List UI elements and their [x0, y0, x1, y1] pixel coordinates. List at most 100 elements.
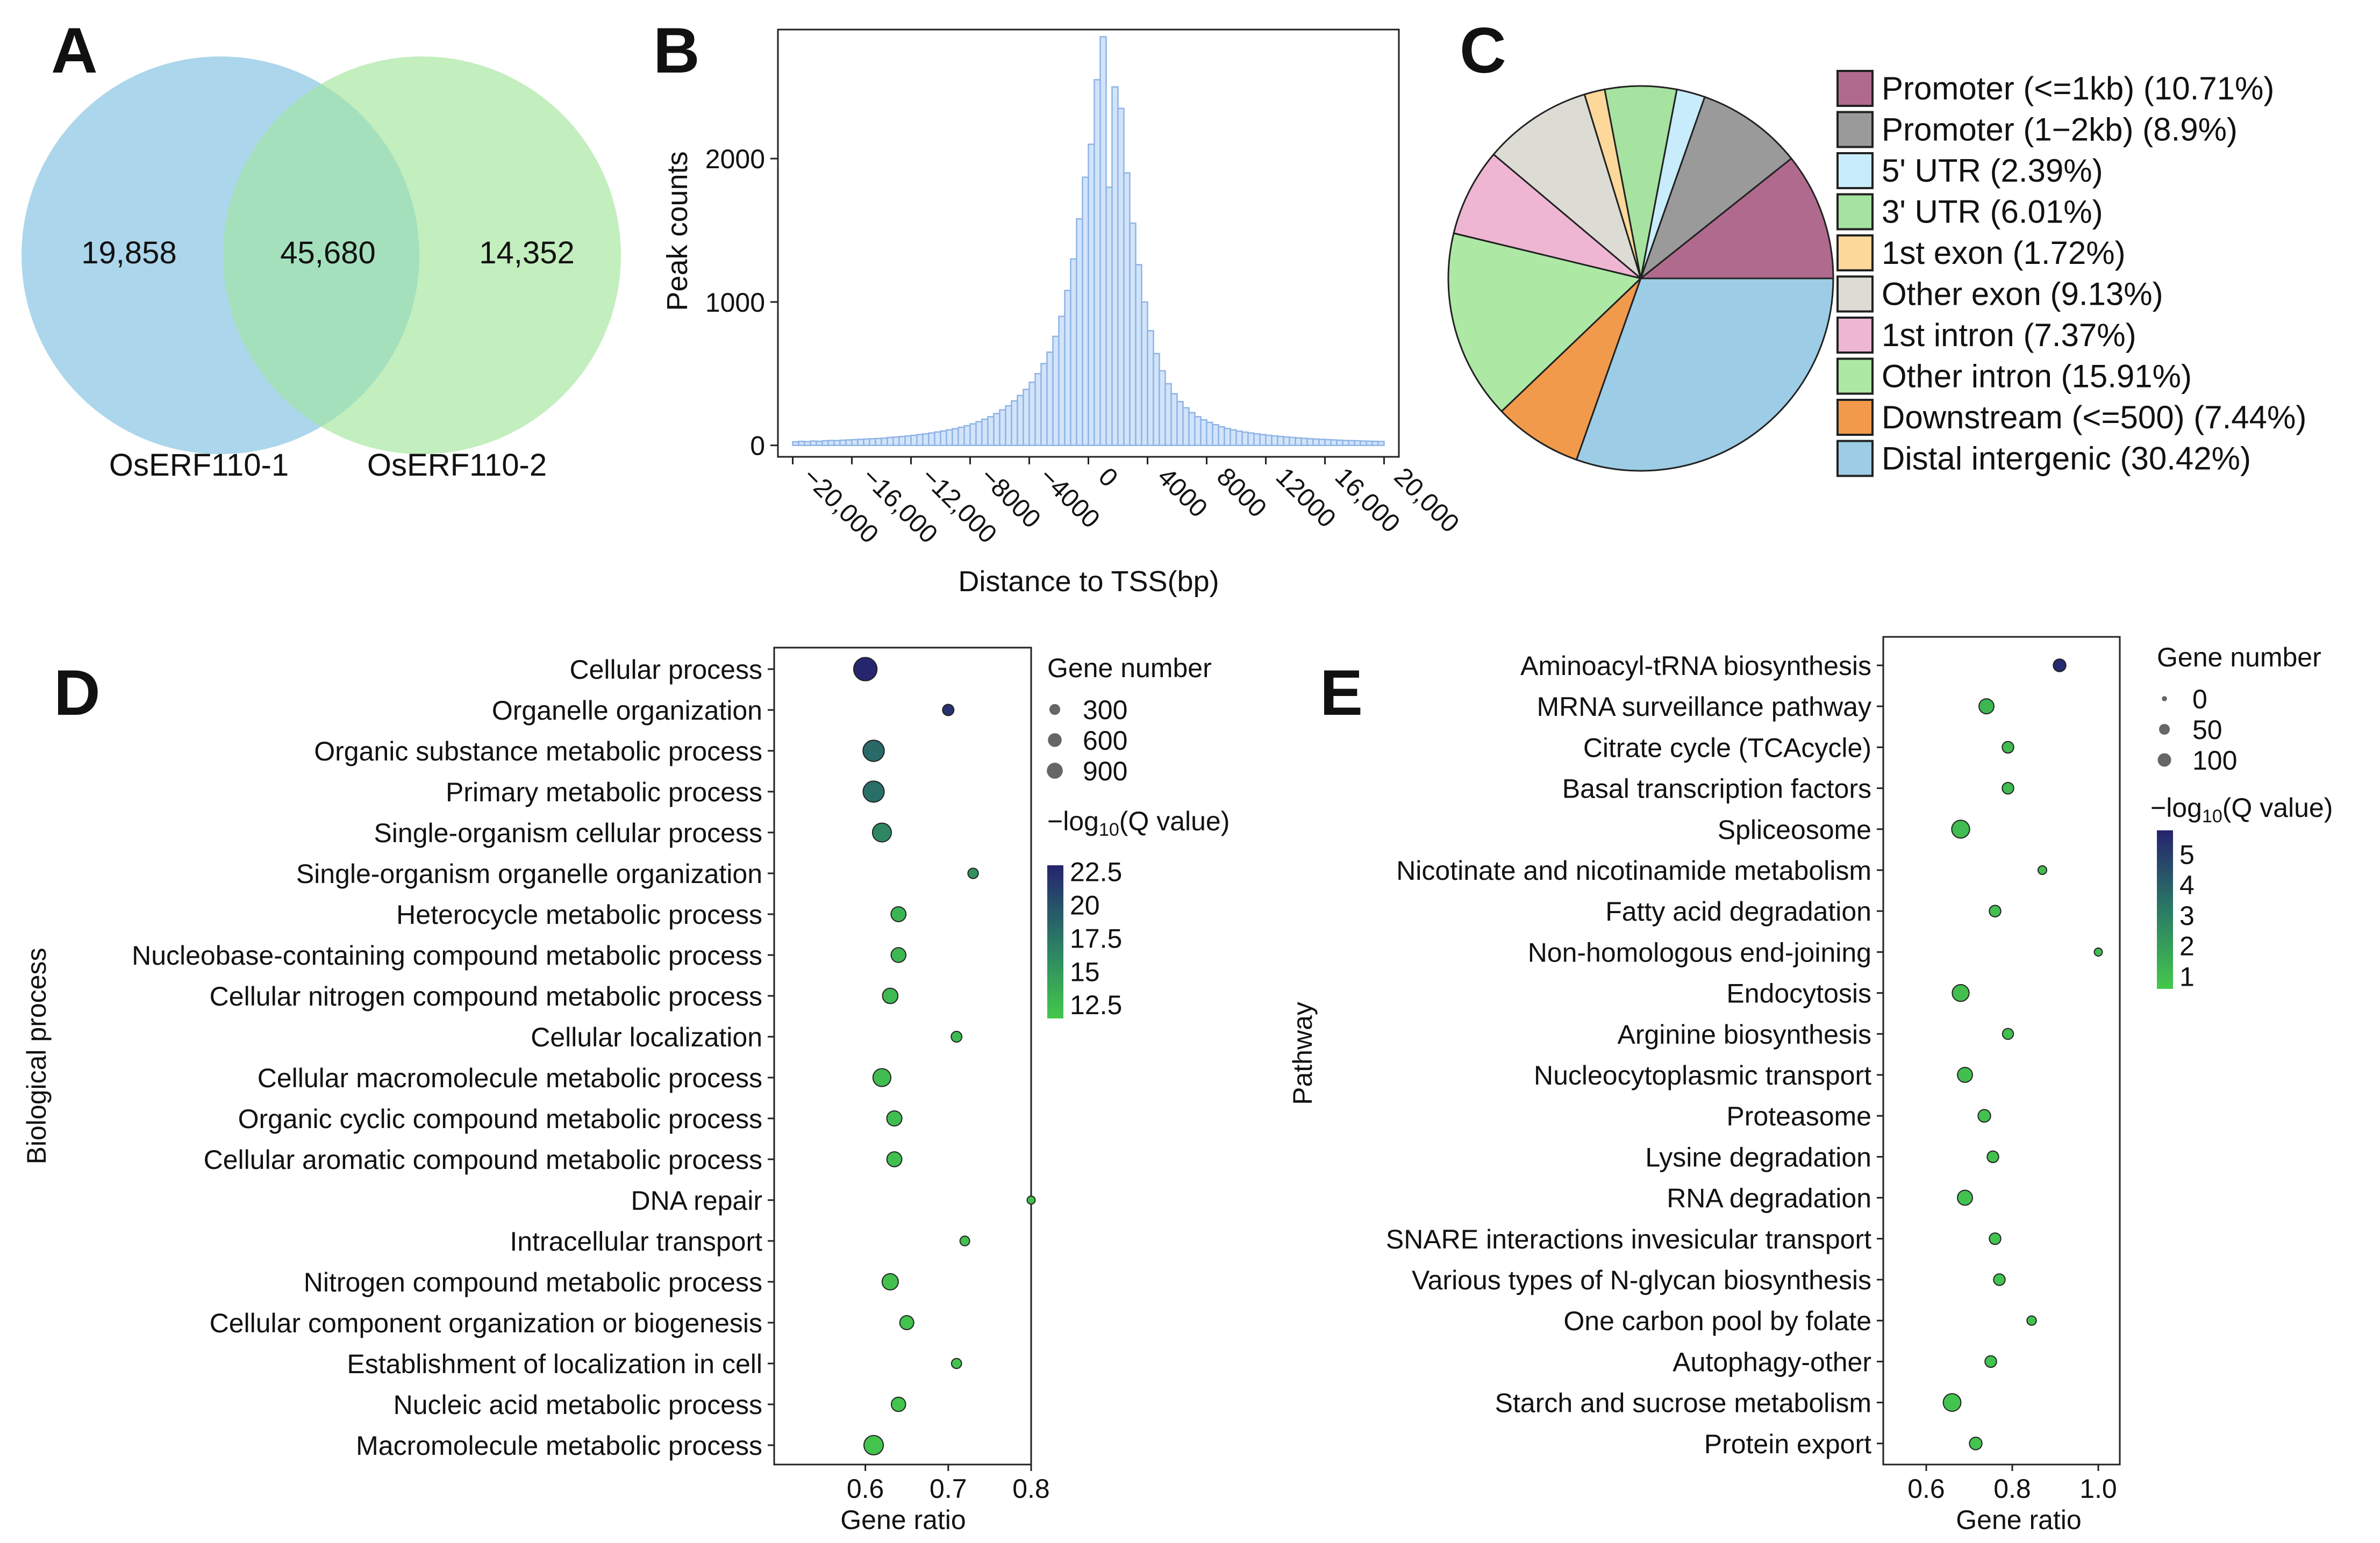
term-label: Cellular nitrogen compound metabolic pro…: [210, 981, 762, 1011]
pie-slice: [1603, 85, 1678, 279]
histogram-bar: [1040, 363, 1048, 446]
term-label: Nucleocytoplasmic transport: [1534, 1060, 1871, 1090]
histogram-bar: [1342, 440, 1349, 446]
term-label: Intracellular transport: [510, 1226, 762, 1257]
histogram-bar: [1147, 329, 1154, 446]
histogram-bar: [1318, 439, 1326, 446]
histogram-bar: [1360, 440, 1367, 446]
term-label: Lysine degradation: [1645, 1142, 1871, 1172]
go-colorbar: [1047, 865, 1063, 1018]
pie-legend-swatch: [1836, 152, 1874, 189]
histogram-bar: [928, 432, 935, 446]
pie-legend-label: 3' UTR (6.01%): [1882, 194, 2103, 230]
term-label: Various types of N-glycan biosynthesis: [1412, 1265, 1871, 1295]
dot: [1957, 1067, 1973, 1083]
kegg-size-legend-title: Gene number: [2157, 642, 2321, 672]
term-label: Spliceosome: [1718, 815, 1871, 845]
dot: [1977, 1109, 1991, 1123]
pie-legend-label: Downstream (<=500) (7.44%): [1882, 399, 2306, 435]
dot: [872, 1068, 892, 1087]
kegg-color-legend-title-main: −log: [2150, 793, 2202, 823]
dot: [886, 1110, 903, 1127]
pie-legend-label: Other intron (15.91%): [1882, 358, 2192, 394]
histogram-bar: [993, 413, 1000, 446]
term-label: Single-organism organelle organization: [296, 859, 762, 889]
histogram-bar: [845, 439, 853, 446]
histogram-bar: [1141, 301, 1148, 446]
colorbar-tick-label: 12.5: [1070, 990, 1122, 1020]
histogram-bar: [1088, 143, 1095, 446]
dot: [1978, 698, 1995, 715]
histogram-bar: [1153, 353, 1160, 446]
colorbar-tick-label: 2: [2179, 931, 2195, 961]
x-tick-label: 0.7: [930, 1474, 967, 1504]
histogram-bar: [946, 429, 953, 446]
dot: [2093, 947, 2103, 957]
histogram-bar: [1283, 436, 1290, 446]
term-label: Proteasome: [1726, 1101, 1871, 1131]
x-tick-label: 0: [1093, 462, 1123, 492]
size-legend-dot: [1048, 733, 1062, 747]
pie-legend-swatch: [1836, 440, 1874, 477]
histogram-bar: [999, 409, 1006, 446]
histogram-bar: [1247, 432, 1255, 446]
histogram-bar: [816, 440, 823, 446]
term-label: SNARE interactions invesicular transport: [1386, 1224, 1871, 1254]
term-label: Nitrogen compound metabolic process: [304, 1267, 762, 1297]
pie-legend-swatch: [1836, 234, 1874, 271]
size-legend-label: 600: [1083, 726, 1127, 756]
histogram-bar: [1028, 382, 1036, 446]
histogram-bar: [910, 434, 918, 446]
go-color-legend-title-sub: 10: [1099, 820, 1119, 840]
size-legend-dot: [1047, 763, 1063, 779]
kegg-plot-frame: [1882, 636, 2121, 1466]
term-label: One carbon pool by folate: [1563, 1306, 1871, 1336]
histogram-bar: [1082, 176, 1089, 446]
term-label: Cellular localization: [531, 1022, 762, 1052]
histogram-bar: [1241, 431, 1249, 446]
pie-legend-label: Promoter (1−2kb) (8.9%): [1882, 112, 2238, 148]
histogram-bar: [1099, 36, 1107, 446]
x-tick-label: 4000: [1152, 462, 1213, 523]
pie-legend-swatch: [1836, 111, 1874, 148]
x-tick-label: 8000: [1211, 462, 1272, 523]
histogram-bar: [1259, 434, 1267, 446]
panel-c: C Promoter (<=1kb) (10.71%) Promoter (1−2…: [1447, 15, 2306, 477]
pie-legend-label: Promoter (<=1kb) (10.71%): [1882, 70, 2274, 106]
histogram-bar: [1371, 440, 1379, 446]
x-tick-label: 0.6: [1907, 1474, 1945, 1504]
term-label: Aminoacyl-tRNA biosynthesis: [1520, 651, 1871, 681]
size-legend-label: 50: [2192, 715, 2222, 745]
dot: [2026, 1315, 2037, 1326]
histogram-bar: [916, 434, 924, 446]
kegg-color-legend-title-rest: (Q value): [2222, 793, 2333, 823]
colorbar-tick-label: 20: [1070, 890, 1100, 920]
pie-legend-label: 1st intron (7.37%): [1882, 317, 2136, 353]
colorbar-tick-label: 5: [2179, 839, 2195, 870]
go-xlabel: Gene ratio: [840, 1505, 966, 1535]
term-label: Nucleobase-containing compound metabolic…: [132, 941, 762, 971]
term-label: Citrate cycle (TCAcycle): [1583, 733, 1871, 763]
histogram-bar: [1093, 79, 1101, 446]
pie-slice: [1638, 157, 1834, 279]
pie: [1447, 85, 1834, 472]
term-label: Starch and sucrose metabolism: [1495, 1388, 1871, 1418]
histogram-bar: [1277, 435, 1284, 446]
term-label: Basal transcription factors: [1562, 774, 1871, 804]
pie-slice: [1447, 232, 1643, 413]
histogram-bar: [1076, 218, 1083, 446]
histogram-bar: [1188, 412, 1196, 446]
venn-set-2-name: OsERF110-2: [367, 448, 547, 483]
pie-legend-swatch: [1836, 70, 1874, 107]
term-label: Primary metabolic process: [446, 777, 762, 807]
panel-a: A 19,858 45,680 14,352 OsERF110-1 OsERF1…: [22, 15, 621, 483]
dot: [1952, 984, 1970, 1002]
venn-overlap-count: 45,680: [280, 235, 375, 270]
venn-set-1-name: OsERF110-1: [109, 448, 289, 483]
go-color-legend-title: −log10(Q value): [1047, 806, 1230, 840]
histogram-bar: [1300, 437, 1308, 446]
histogram-bar: [1011, 400, 1018, 446]
